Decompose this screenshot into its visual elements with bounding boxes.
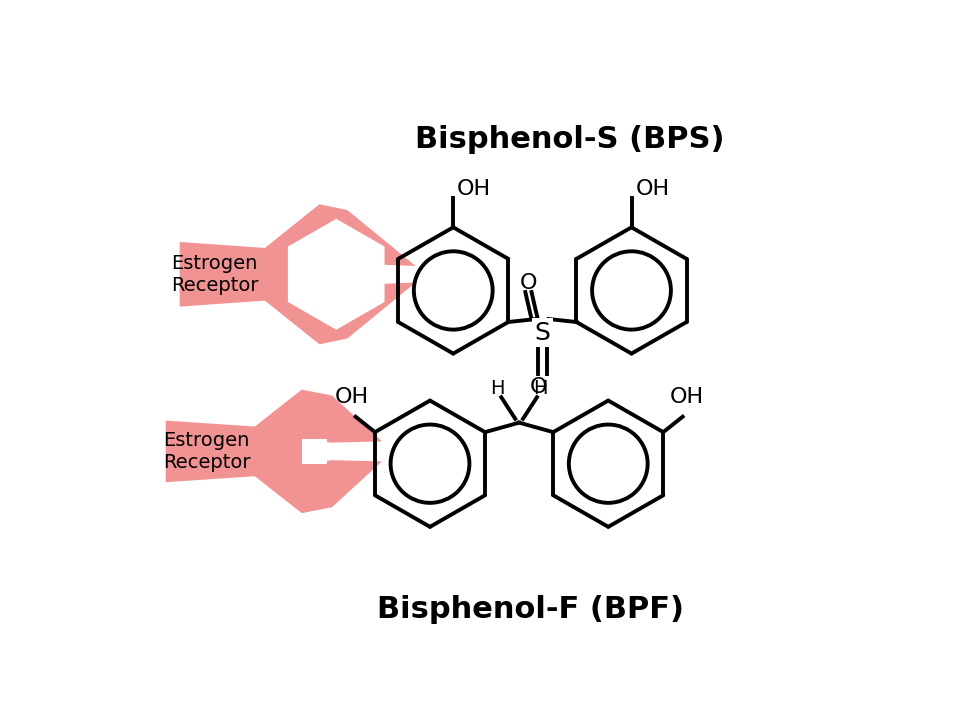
Polygon shape [180, 204, 416, 344]
Text: Bisphenol-F (BPF): Bisphenol-F (BPF) [377, 595, 684, 624]
Text: OH: OH [669, 387, 704, 408]
Text: OH: OH [457, 179, 492, 199]
Text: OH: OH [636, 179, 669, 199]
Polygon shape [301, 439, 327, 464]
Text: Estrogen
Receptor: Estrogen Receptor [162, 431, 251, 472]
Text: H: H [491, 379, 505, 397]
Text: O: O [519, 273, 538, 293]
Polygon shape [288, 219, 385, 330]
Text: Estrogen
Receptor: Estrogen Receptor [171, 253, 258, 294]
Text: OH: OH [335, 387, 369, 408]
Text: Bisphenol-S (BPS): Bisphenol-S (BPS) [415, 125, 724, 154]
Polygon shape [166, 390, 382, 513]
Text: O: O [530, 377, 547, 397]
Text: S: S [535, 321, 550, 345]
Text: H: H [534, 379, 548, 397]
